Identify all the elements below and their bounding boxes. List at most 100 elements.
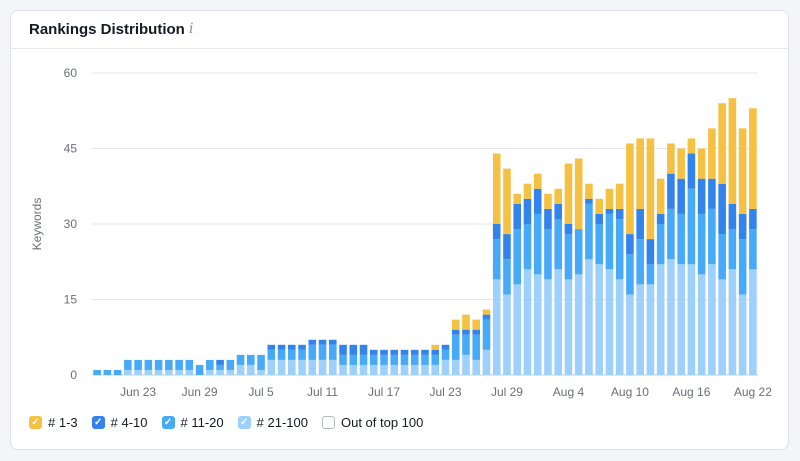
bar-segment[interactable] xyxy=(667,208,675,260)
bar-segment[interactable] xyxy=(615,279,624,375)
bar-segment[interactable] xyxy=(708,264,716,375)
bar-segment[interactable] xyxy=(298,349,306,360)
bar-segment[interactable] xyxy=(554,188,562,204)
bar-segment[interactable] xyxy=(708,208,716,265)
bar-segment[interactable] xyxy=(277,344,286,350)
bar-stack[interactable] xyxy=(400,349,409,375)
bar-segment[interactable] xyxy=(574,274,583,375)
bar-segment[interactable] xyxy=(165,369,173,375)
bar-stack[interactable] xyxy=(206,359,214,375)
bar-stack[interactable] xyxy=(226,359,235,375)
bar-stack[interactable] xyxy=(185,359,194,375)
bar-segment[interactable] xyxy=(298,344,306,350)
bar-stack[interactable] xyxy=(144,359,153,375)
legend-item-out-of-top-100[interactable]: Out of top 100 xyxy=(321,415,423,430)
bar-stack[interactable] xyxy=(298,344,306,375)
bar-stack[interactable] xyxy=(93,369,101,375)
bar-stack[interactable] xyxy=(605,188,614,375)
info-icon[interactable]: i xyxy=(189,21,194,37)
bar-segment[interactable] xyxy=(308,344,317,360)
bar-segment[interactable] xyxy=(277,349,286,360)
bar-segment[interactable] xyxy=(216,364,224,370)
bar-stack[interactable] xyxy=(103,369,112,375)
bar-segment[interactable] xyxy=(390,354,399,365)
bar-segment[interactable] xyxy=(124,359,132,370)
bar-segment[interactable] xyxy=(431,344,440,350)
bar-segment[interactable] xyxy=(492,279,501,375)
bar-segment[interactable] xyxy=(288,344,296,350)
bar-segment[interactable] xyxy=(667,143,675,174)
bar-segment[interactable] xyxy=(718,183,726,235)
bar-segment[interactable] xyxy=(677,264,685,375)
bar-stack[interactable] xyxy=(554,188,562,375)
bar-segment[interactable] xyxy=(626,254,634,295)
bar-segment[interactable] xyxy=(749,269,757,375)
bar-segment[interactable] xyxy=(206,369,214,375)
bar-segment[interactable] xyxy=(728,98,737,204)
bar-segment[interactable] xyxy=(554,203,562,219)
bar-stack[interactable] xyxy=(328,339,337,375)
bar-segment[interactable] xyxy=(667,173,675,209)
bar-stack[interactable] xyxy=(687,138,696,375)
bar-segment[interactable] xyxy=(359,354,368,365)
bar-segment[interactable] xyxy=(646,138,655,240)
bar-segment[interactable] xyxy=(687,264,696,375)
bar-segment[interactable] xyxy=(185,359,194,370)
bar-segment[interactable] xyxy=(708,128,716,179)
bar-segment[interactable] xyxy=(236,364,245,375)
bar-segment[interactable] xyxy=(339,364,347,375)
bar-stack[interactable] xyxy=(318,339,327,375)
bar-segment[interactable] xyxy=(451,319,460,330)
bar-segment[interactable] xyxy=(544,193,552,209)
bar-segment[interactable] xyxy=(328,359,337,375)
bar-segment[interactable] xyxy=(697,213,706,275)
bar-segment[interactable] xyxy=(93,369,101,375)
bar-segment[interactable] xyxy=(554,218,562,270)
bar-segment[interactable] xyxy=(503,168,511,235)
bar-segment[interactable] xyxy=(533,274,542,375)
bar-segment[interactable] xyxy=(574,158,583,230)
bar-segment[interactable] xyxy=(636,284,644,375)
checkbox-icon[interactable]: ✓ xyxy=(29,416,42,429)
bar-segment[interactable] xyxy=(380,354,388,365)
bar-segment[interactable] xyxy=(472,359,481,375)
bar-segment[interactable] xyxy=(226,369,235,375)
bar-segment[interactable] xyxy=(267,359,276,375)
checkbox-icon[interactable]: ✓ xyxy=(237,416,251,429)
bar-segment[interactable] xyxy=(605,213,614,270)
bar-stack[interactable] xyxy=(247,354,255,375)
bar-segment[interactable] xyxy=(390,364,399,375)
bar-segment[interactable] xyxy=(544,208,552,230)
bar-stack[interactable] xyxy=(421,349,429,375)
bar-stack[interactable] xyxy=(195,364,204,375)
bar-segment[interactable] xyxy=(626,234,634,255)
bar-segment[interactable] xyxy=(585,259,593,375)
bar-stack[interactable] xyxy=(165,359,173,375)
bar-segment[interactable] xyxy=(482,349,491,375)
bar-segment[interactable] xyxy=(626,294,634,375)
bar-stack[interactable] xyxy=(667,143,675,375)
bar-segment[interactable] xyxy=(318,344,327,360)
bar-segment[interactable] xyxy=(103,369,112,375)
bar-segment[interactable] xyxy=(687,188,696,265)
bar-segment[interactable] xyxy=(677,213,685,265)
bar-segment[interactable] xyxy=(421,364,429,375)
bar-segment[interactable] xyxy=(472,329,481,335)
bar-segment[interactable] xyxy=(697,274,706,375)
bar-segment[interactable] xyxy=(441,359,450,375)
bar-stack[interactable] xyxy=(390,349,399,375)
bar-stack[interactable] xyxy=(574,158,583,375)
bar-segment[interactable] xyxy=(482,309,491,315)
bar-segment[interactable] xyxy=(749,229,757,270)
bar-segment[interactable] xyxy=(349,344,358,355)
bar-stack[interactable] xyxy=(154,359,163,375)
bar-segment[interactable] xyxy=(544,279,552,375)
bar-segment[interactable] xyxy=(451,329,460,335)
bar-segment[interactable] xyxy=(564,224,573,235)
bar-stack[interactable] xyxy=(451,319,460,375)
bar-segment[interactable] xyxy=(585,198,593,204)
bar-segment[interactable] xyxy=(492,153,501,224)
bar-segment[interactable] xyxy=(636,239,644,285)
bar-stack[interactable] xyxy=(656,178,665,375)
bar-stack[interactable] xyxy=(503,168,511,375)
